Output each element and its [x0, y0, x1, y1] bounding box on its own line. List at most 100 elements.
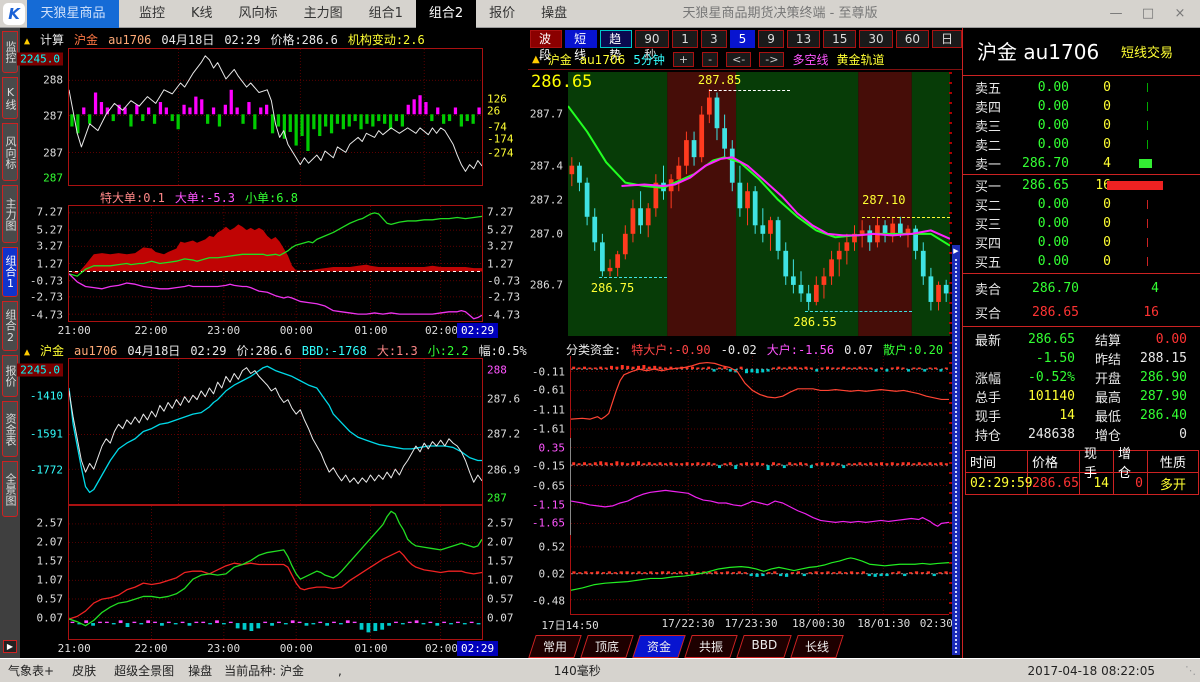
subchart2-axis: 0.35 -0.15 -0.65 -1.15 -1.65 [531, 441, 565, 530]
menu-item-combo2[interactable]: 组合2 [415, 0, 477, 28]
instrument-title: 沪金 au1706 [977, 40, 1100, 64]
annotation-high-line [709, 90, 790, 92]
zoom-out-button[interactable]: - [702, 52, 719, 67]
chart4-left-axis: 2.57 2.07 1.57 1.07 0.57 0.07 [36, 516, 64, 625]
subchart1-big-player-plot[interactable] [570, 356, 949, 438]
chart2-left-axis: 7.27 5.27 3.27 1.27 -0.73 -2.73 -4.73 [29, 205, 63, 322]
subchart2-large-player-plot[interactable] [570, 438, 949, 535]
chart1-institution-plot[interactable] [68, 48, 483, 186]
tab-common[interactable]: 常用 [528, 635, 582, 658]
chart3-bbd-plot[interactable] [68, 358, 483, 505]
period-button-30[interactable]: 30 [859, 30, 893, 48]
tab-topbottom[interactable]: 顶底 [580, 635, 634, 658]
contract-label: au1706 [579, 52, 626, 67]
period-button-shortline[interactable]: 短线 [565, 30, 598, 62]
current-instrument-label: 当前品种: 沪金 [224, 664, 304, 678]
stat-row-volume: 总手 101140 最高 287.90 [975, 389, 1187, 406]
chart2-right-axis: 7.27 5.27 3.27 1.27 -0.73 -2.73 -4.73 [487, 205, 521, 322]
menu-item-combo1[interactable]: 组合1 [368, 6, 403, 21]
tab-resonance[interactable]: 共振 [684, 635, 738, 658]
menu-item-windvane[interactable]: 风向标 [238, 6, 278, 21]
period-button-day[interactable]: 日 [931, 30, 962, 48]
panel-splitter-scrollbar[interactable]: ▶ [952, 245, 960, 655]
tab-longline[interactable]: 长线 [790, 635, 844, 658]
menu-item-kline[interactable]: K线 [191, 6, 213, 21]
period-button-5[interactable]: 5 [729, 30, 756, 48]
sidebar-tab-funds[interactable]: 资金表 [2, 401, 18, 457]
statusbar-skin-button[interactable]: 皮肤 [72, 664, 97, 678]
ask-row-4[interactable]: 卖四 0.00 0 [963, 97, 1200, 116]
chart4-right-axis: 2.57 2.07 1.57 1.07 0.57 0.07 [487, 516, 514, 625]
period-button-trend[interactable]: 趋势 [600, 30, 633, 62]
bid-row-3[interactable]: 买三 0.00 0 [963, 214, 1200, 233]
bid-sum-row: 买合 286.65 16 [975, 304, 1159, 322]
sidebar-tab-quotes[interactable]: 报价 [2, 355, 18, 397]
ask-volume-tick [1147, 121, 1148, 130]
annotation-low-left-line [598, 276, 668, 278]
close-button[interactable]: × [1174, 6, 1186, 21]
menu-item-quotes[interactable]: 报价 [489, 6, 516, 21]
period-button-9[interactable]: 9 [758, 30, 784, 48]
kline-left-axis: 287.7 287.4 287.2 287.0 286.7 [529, 107, 563, 292]
ask-row-5[interactable]: 卖五 0.00 0 [963, 78, 1200, 97]
stat-row-last: 最新 286.65 结算 0.00 [975, 332, 1187, 349]
period-button-15[interactable]: 15 [823, 30, 857, 48]
period-button-3[interactable]: 3 [700, 30, 727, 48]
bid-row-2[interactable]: 买二 0.00 0 [963, 195, 1200, 214]
zoom-in-button[interactable]: + [672, 52, 695, 67]
menu-item-trading[interactable]: 操盘 [541, 6, 568, 21]
sidebar-tab-windvane[interactable]: 风向标 [2, 123, 18, 181]
stat-row-openint: 持仓 248638 增仓 0 [975, 427, 1187, 444]
maximize-button[interactable]: □ [1141, 6, 1155, 21]
trade-table-header: 时间 价格 现手 增仓 性质 [966, 447, 1198, 481]
subchart3-axis: 0.52 0.02 -0.48 [531, 540, 565, 608]
stat-row-change: -1.50 昨结 288.15 [1035, 351, 1187, 368]
resize-grip-icon[interactable]: ⋱ [1185, 664, 1196, 677]
annotation-low-mid: 286.55 [793, 314, 837, 329]
period-button-1[interactable]: 1 [672, 30, 698, 48]
splitter-arrow-icon[interactable]: ▶ [952, 245, 960, 257]
kline-candle-plot[interactable]: 287.85 286.75 286.55 287.10 [568, 72, 950, 336]
statusbar-trading-button[interactable]: 操盘 [188, 664, 213, 678]
sidebar-expand-arrow-icon[interactable]: ▶ [3, 640, 17, 653]
sidebar-tab-panorama[interactable]: 全景图 [2, 461, 18, 517]
scroll-right-button[interactable]: -> [759, 52, 785, 67]
ask-row-2[interactable]: 卖二 0.00 0 [963, 135, 1200, 154]
ask-row-1[interactable]: 卖一 286.70 4 [963, 154, 1200, 173]
minimize-button[interactable]: — [1109, 6, 1123, 21]
sidebar-tab-combo2[interactable]: 组合2 [2, 301, 18, 351]
period-button-90s[interactable]: 90秒 [635, 30, 670, 62]
bid-row-5[interactable]: 买五 0.00 0 [963, 252, 1200, 271]
sidebar-tab-main-force[interactable]: 主力图 [2, 185, 18, 243]
sidebar-tab-monitor[interactable]: 监控 [2, 31, 18, 73]
sidebar-tab-combo1[interactable]: 组合1 [2, 247, 18, 297]
menu-item-monitor[interactable]: 监控 [139, 6, 166, 21]
period-button-60[interactable]: 60 [895, 30, 929, 48]
golden-channel-link[interactable]: 黄金轨道 [836, 53, 885, 67]
statusbar-weather-button[interactable]: 气象表+ [8, 664, 55, 678]
subchart3-retail-plot[interactable] [570, 535, 949, 615]
chart4-time-badge: 02:29 [457, 641, 499, 656]
left-sidebar: 监控 K线 风向标 主力图 组合1 组合2 报价 资金表 全景图 ▶ [0, 28, 20, 658]
tab-funds[interactable]: 资金 [632, 635, 686, 658]
ask-row-3[interactable]: 卖三 0.00 0 [963, 116, 1200, 135]
sidebar-tab-kline[interactable]: K线 [2, 77, 18, 119]
bid-volume-tick [1147, 219, 1148, 228]
period-toolbar: 波段 短线 趋势 90秒 1 3 5 9 13 15 30 60 日 [528, 28, 962, 62]
kline-subheader: ▲ 沪金 au1706 5分钟 + - <- -> 多空线 黄金轨道 [528, 50, 962, 70]
period-button-13[interactable]: 13 [786, 30, 821, 48]
statusbar-panorama-button[interactable]: 超级全景图 [114, 664, 175, 678]
bid-row-1[interactable]: 买一 286.65 16 [963, 176, 1200, 195]
scroll-left-button[interactable]: <- [726, 52, 752, 67]
chart2-orders-plot[interactable] [68, 205, 483, 322]
tab-bbd[interactable]: BBD [736, 635, 792, 658]
long-short-line-link[interactable]: 多空线 [792, 53, 829, 67]
bid-row-4[interactable]: 买四 0.00 0 [963, 233, 1200, 252]
brand-label: 天狼星商品 [27, 0, 119, 28]
chart4-cumulative-plot[interactable] [68, 505, 483, 640]
datetime-label: 2017-04-18 08:22:05 [1027, 663, 1155, 678]
period-button-band[interactable]: 波段 [530, 30, 563, 62]
menu-item-main-force[interactable]: 主力图 [303, 6, 343, 21]
triangle-icon: ▲ [24, 347, 31, 358]
trade-row[interactable]: 02:29:59 286.65 14 0 多开 [966, 473, 1198, 494]
